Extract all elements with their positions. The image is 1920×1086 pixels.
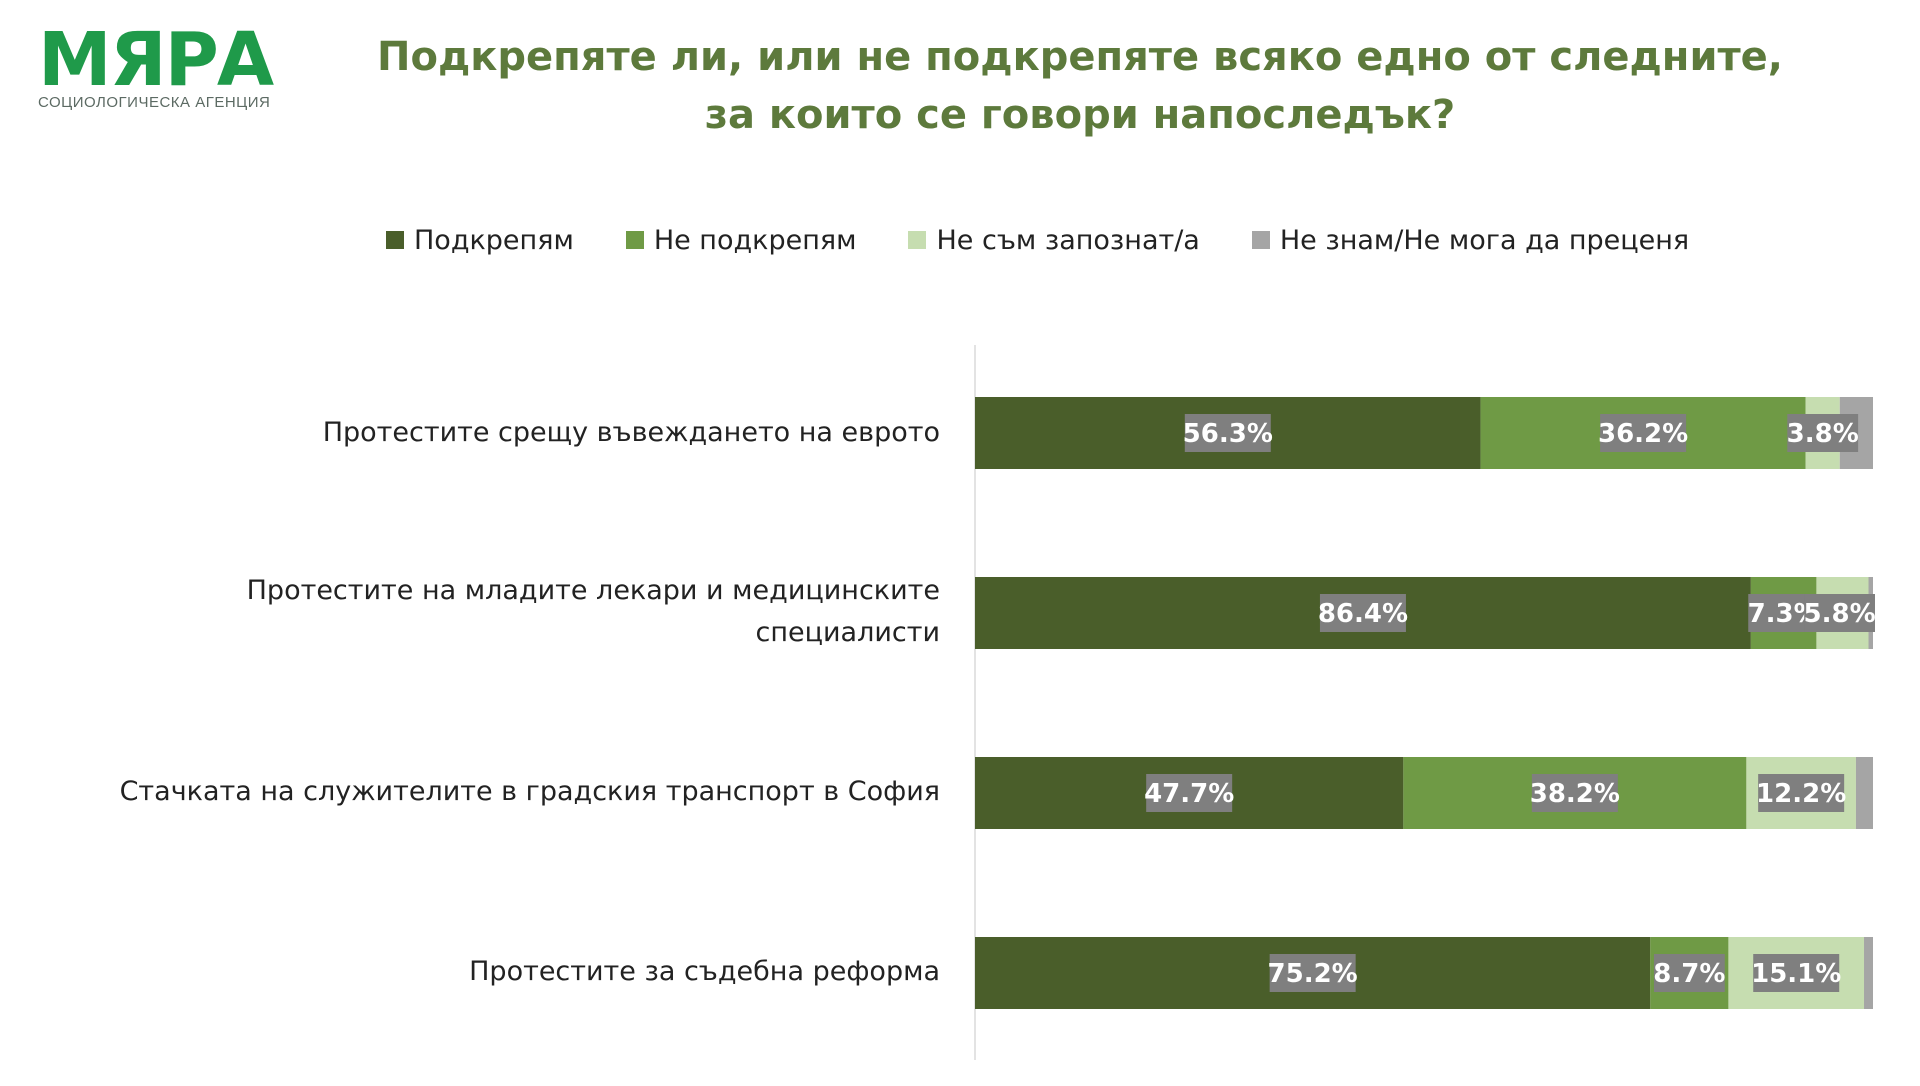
- data-label: 36.2%: [1598, 419, 1688, 449]
- data-label: 47.7%: [1144, 779, 1234, 809]
- data-label: 56.3%: [1183, 419, 1273, 449]
- data-label: 3.8%: [1787, 419, 1859, 449]
- chart-title-line-2: за които се говори напоследък?: [704, 92, 1456, 138]
- data-label: 75.2%: [1268, 959, 1358, 989]
- logo-wordmark: МЯРА: [38, 17, 274, 103]
- data-label: 38.2%: [1530, 779, 1620, 809]
- data-label-box: [1787, 414, 1859, 452]
- category-label: Протестите срещу въвеждането на еврото: [322, 417, 940, 448]
- logo-subtitle: СОЦИОЛОГИЧЕСКА АГЕНЦИЯ: [38, 94, 271, 111]
- data-label: 86.4%: [1318, 599, 1408, 629]
- data-label-box: [1146, 774, 1233, 812]
- legend-item-not-aware: Не съм запознат/а: [908, 224, 1200, 256]
- category-label: Стачката на служителите в градския транс…: [119, 776, 940, 807]
- data-label-box: [1600, 414, 1687, 452]
- data-label-box: [1653, 954, 1725, 992]
- legend-label: Не подкрепям: [653, 224, 857, 256]
- category-label: Протестите на младите лекари и медицинск…: [246, 575, 940, 648]
- chart-title-line-1: Подкрепяте ли, или не подкрепяте всяко е…: [377, 34, 1783, 80]
- legend-label: Не знам/Не мога да преценя: [1279, 224, 1690, 256]
- legend-label: Не съм запознат/а: [936, 224, 1200, 256]
- chart-legend: Подкрепям Не подкрепям Не съм запознат/а…: [386, 220, 1689, 260]
- data-label-box: [1531, 774, 1618, 812]
- bar-segment: [1855, 757, 1873, 829]
- chart-title: Подкрепяте ли, или не подкрепяте всяко е…: [360, 28, 1800, 144]
- category-label: Протестите за съдебна реформа: [469, 956, 940, 987]
- data-label-box: [1804, 594, 1875, 632]
- legend-swatch: [386, 231, 404, 249]
- logo: МЯРА СОЦИОЛОГИЧЕСКА АГЕНЦИЯ: [38, 22, 338, 111]
- data-label-box: [1319, 594, 1406, 632]
- legend-swatch: [625, 231, 644, 249]
- data-label-box: [1758, 774, 1845, 812]
- legend-item-support: Подкрепям: [386, 225, 574, 256]
- data-label-box: [1753, 954, 1840, 992]
- data-label-box: [1269, 954, 1356, 992]
- data-label: 5.8%: [1804, 599, 1876, 629]
- legend-swatch: [1251, 231, 1270, 249]
- data-label: 15.1%: [1751, 959, 1841, 989]
- legend-swatch: [908, 231, 927, 249]
- data-label: 8.7%: [1653, 959, 1725, 989]
- legend-item-not-support: Не подкрепям: [625, 224, 857, 256]
- data-label-box: [1184, 414, 1271, 452]
- legend-label: Подкрепям: [414, 224, 574, 256]
- bar-segment: [1864, 937, 1873, 1009]
- legend-item-dont-know: Не знам/Не мога да преценя: [1251, 224, 1690, 256]
- data-label: 12.2%: [1756, 779, 1846, 809]
